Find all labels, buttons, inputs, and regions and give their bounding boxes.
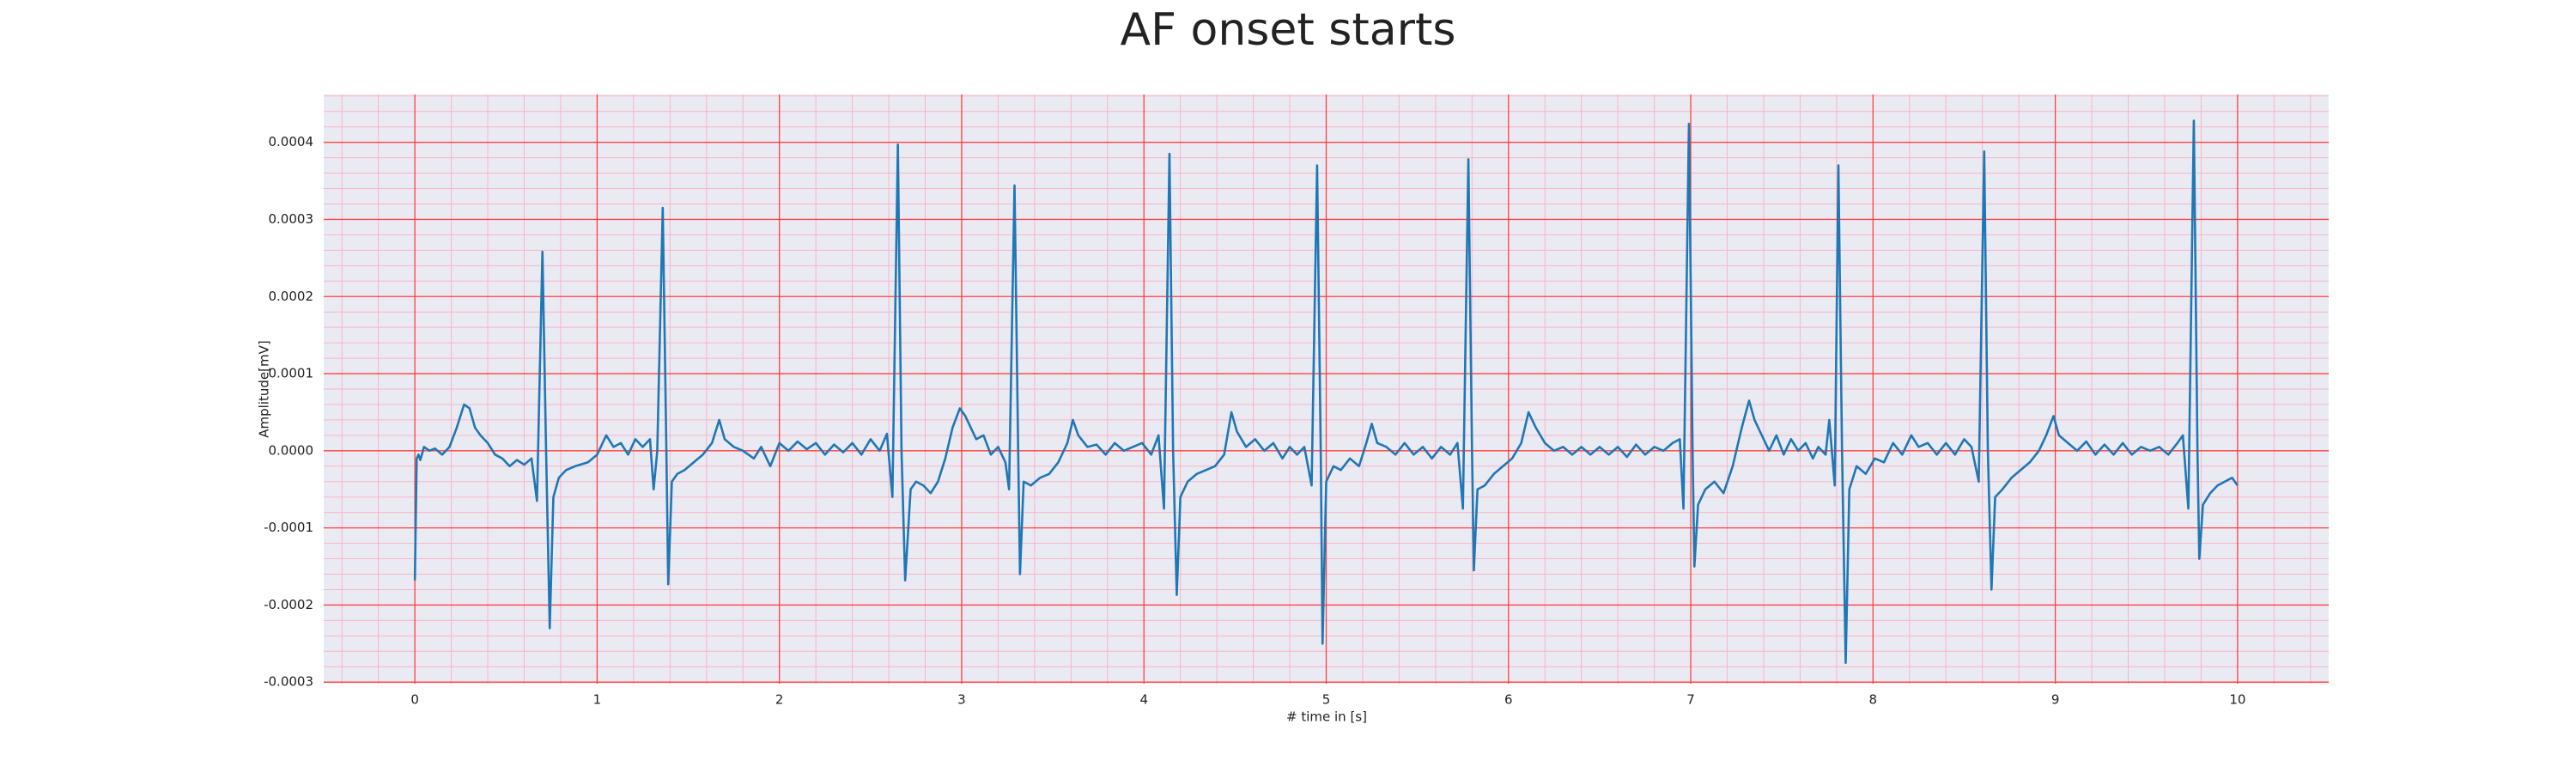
signal-line: [413, 119, 2239, 665]
y-tick-label: 0.0004: [269, 134, 314, 149]
y-tick-label: 0.0000: [269, 442, 314, 458]
x-tick-label: 3: [957, 692, 966, 708]
x-tick-label: 6: [1504, 692, 1513, 708]
y-tick-label: 0.0001: [269, 366, 314, 381]
chart-title: AF onset starts: [1121, 4, 1456, 56]
y-tick-label: 0.0002: [269, 289, 314, 304]
x-tick-label: 1: [593, 692, 602, 708]
x-tick-label: 8: [1869, 692, 1878, 708]
x-tick-label: 5: [1322, 692, 1331, 708]
x-tick-label: 10: [2229, 692, 2245, 708]
x-tick-label: 7: [1686, 692, 1695, 708]
y-tick-label: -0.0001: [264, 520, 313, 535]
x-axis-label: # time in [s]: [1286, 709, 1367, 725]
y-axis-label: Amplitude[mV]: [257, 340, 272, 437]
y-tick-label: -0.0002: [264, 597, 313, 612]
x-tick-label: 2: [775, 692, 784, 708]
x-tick-label: 9: [2051, 692, 2060, 708]
y-tick-label: -0.0003: [264, 674, 313, 690]
y-tick-label: 0.0003: [269, 211, 314, 227]
x-tick-label: 4: [1139, 692, 1148, 708]
x-tick-label: 0: [410, 692, 419, 708]
